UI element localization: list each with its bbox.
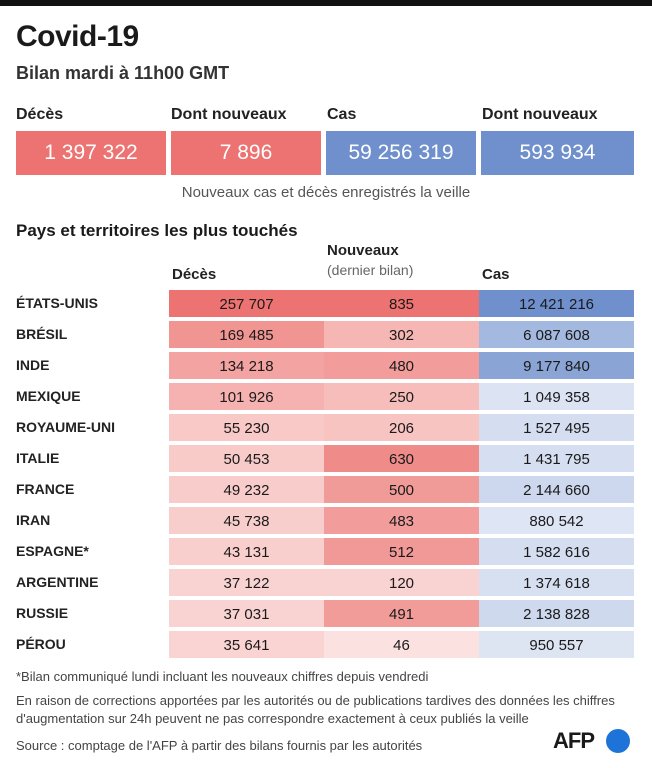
cell-new-deaths: 206	[324, 414, 479, 443]
table-row: BRÉSIL 169 485 302 6 087 608	[0, 321, 652, 350]
table-row: RUSSIE 37 031 491 2 138 828	[0, 600, 652, 629]
top-bar	[0, 0, 652, 6]
cell-deaths: 169 485	[169, 321, 324, 350]
table-row: ARGENTINE 37 122 120 1 374 618	[0, 569, 652, 598]
cell-cases: 1 431 795	[479, 445, 634, 474]
table-row: FRANCE 49 232 500 2 144 660	[0, 476, 652, 505]
cell-cases: 1 582 616	[479, 538, 634, 567]
cell-new-deaths: 483	[324, 507, 479, 536]
cell-new-deaths: 46	[324, 631, 479, 660]
table-row: ROYAUME-UNI 55 230 206 1 527 495	[0, 414, 652, 443]
cell-deaths: 43 131	[169, 538, 324, 567]
country-name: ÉTATS-UNIS	[16, 295, 98, 311]
source-note: Source : comptage de l'AFP à partir des …	[16, 738, 423, 753]
cell-deaths: 37 122	[169, 569, 324, 598]
table-row: ITALIE 50 453 630 1 431 795	[0, 445, 652, 474]
summary-value-new-deaths: 7 896	[171, 131, 321, 175]
country-name: IRAN	[16, 512, 51, 528]
cell-new-deaths: 302	[324, 321, 479, 350]
column-header-cases: Cas	[482, 266, 510, 283]
summary-label-deaths: Décès	[16, 106, 64, 123]
cell-deaths: 101 926	[169, 383, 324, 412]
page-title: Covid-19	[16, 20, 139, 53]
cell-deaths: 50 453	[169, 445, 324, 474]
cell-new-deaths: 120	[324, 569, 479, 598]
table-row: MEXIQUE 101 926 250 1 049 358	[0, 383, 652, 412]
cell-deaths: 134 218	[169, 352, 324, 381]
country-name: ROYAUME-UNI	[16, 419, 116, 435]
table-row: INDE 134 218 480 9 177 840	[0, 352, 652, 381]
country-name: ITALIE	[16, 450, 60, 466]
summary-value-new-cases: 593 934	[481, 131, 634, 175]
country-name: ESPAGNE*	[16, 543, 89, 559]
cell-new-deaths: 500	[324, 476, 479, 505]
summary-note: Nouveaux cas et décès enregistrés la vei…	[181, 184, 471, 201]
cell-deaths: 55 230	[169, 414, 324, 443]
column-header-new: Nouveaux	[327, 242, 399, 259]
summary-value-deaths: 1 397 322	[16, 131, 166, 175]
cell-cases: 9 177 840	[479, 352, 634, 381]
cell-cases: 1 527 495	[479, 414, 634, 443]
cell-deaths: 49 232	[169, 476, 324, 505]
table-row: ÉTATS-UNIS 257 707 835 12 421 216	[0, 290, 652, 319]
column-header-deaths: Décès	[172, 266, 217, 283]
section-title: Pays et territoires les plus touchés	[16, 221, 298, 240]
table-row: ESPAGNE* 43 131 512 1 582 616	[0, 538, 652, 567]
correction-note-line-2: d'augmentation sur 24h peuvent ne pas co…	[16, 711, 529, 726]
table-row: IRAN 45 738 483 880 542	[0, 507, 652, 536]
cell-cases: 6 087 608	[479, 321, 634, 350]
cell-new-deaths: 512	[324, 538, 479, 567]
summary-value-cases: 59 256 319	[326, 131, 476, 175]
cell-new-deaths: 630	[324, 445, 479, 474]
cell-deaths: 45 738	[169, 507, 324, 536]
country-name: RUSSIE	[16, 605, 69, 621]
cell-new-deaths: 250	[324, 383, 479, 412]
cell-cases: 880 542	[479, 507, 634, 536]
cell-cases: 950 557	[479, 631, 634, 660]
cell-cases: 2 138 828	[479, 600, 634, 629]
cell-deaths: 35 641	[169, 631, 324, 660]
cell-cases: 1 374 618	[479, 569, 634, 598]
summary-label-new-deaths: Dont nouveaux	[171, 106, 287, 123]
summary-label-cases: Cas	[327, 106, 357, 123]
afp-logo-text: AFP	[553, 728, 595, 753]
page-subtitle: Bilan mardi à 11h00 GMT	[16, 63, 230, 83]
country-name: BRÉSIL	[16, 326, 68, 342]
footnote: *Bilan communiqué lundi incluant les nou…	[16, 669, 429, 684]
cell-deaths: 37 031	[169, 600, 324, 629]
country-name: ARGENTINE	[16, 574, 99, 590]
country-name: INDE	[16, 357, 50, 373]
cell-cases: 12 421 216	[479, 290, 634, 319]
cell-cases: 1 049 358	[479, 383, 634, 412]
column-subheader-new: (dernier bilan)	[327, 262, 414, 278]
table-row: PÉROU 35 641 46 950 557	[0, 631, 652, 660]
country-name: MEXIQUE	[16, 388, 81, 404]
afp-logo-dot	[606, 729, 630, 753]
country-name: PÉROU	[16, 636, 66, 652]
cell-cases: 2 144 660	[479, 476, 634, 505]
correction-note-line-1: En raison de corrections apportées par l…	[16, 693, 615, 708]
cell-deaths: 257 707	[169, 290, 324, 319]
country-name: FRANCE	[16, 481, 75, 497]
cell-new-deaths: 835	[324, 290, 479, 319]
cell-new-deaths: 480	[324, 352, 479, 381]
cell-new-deaths: 491	[324, 600, 479, 629]
summary-label-new-cases: Dont nouveaux	[482, 106, 598, 123]
